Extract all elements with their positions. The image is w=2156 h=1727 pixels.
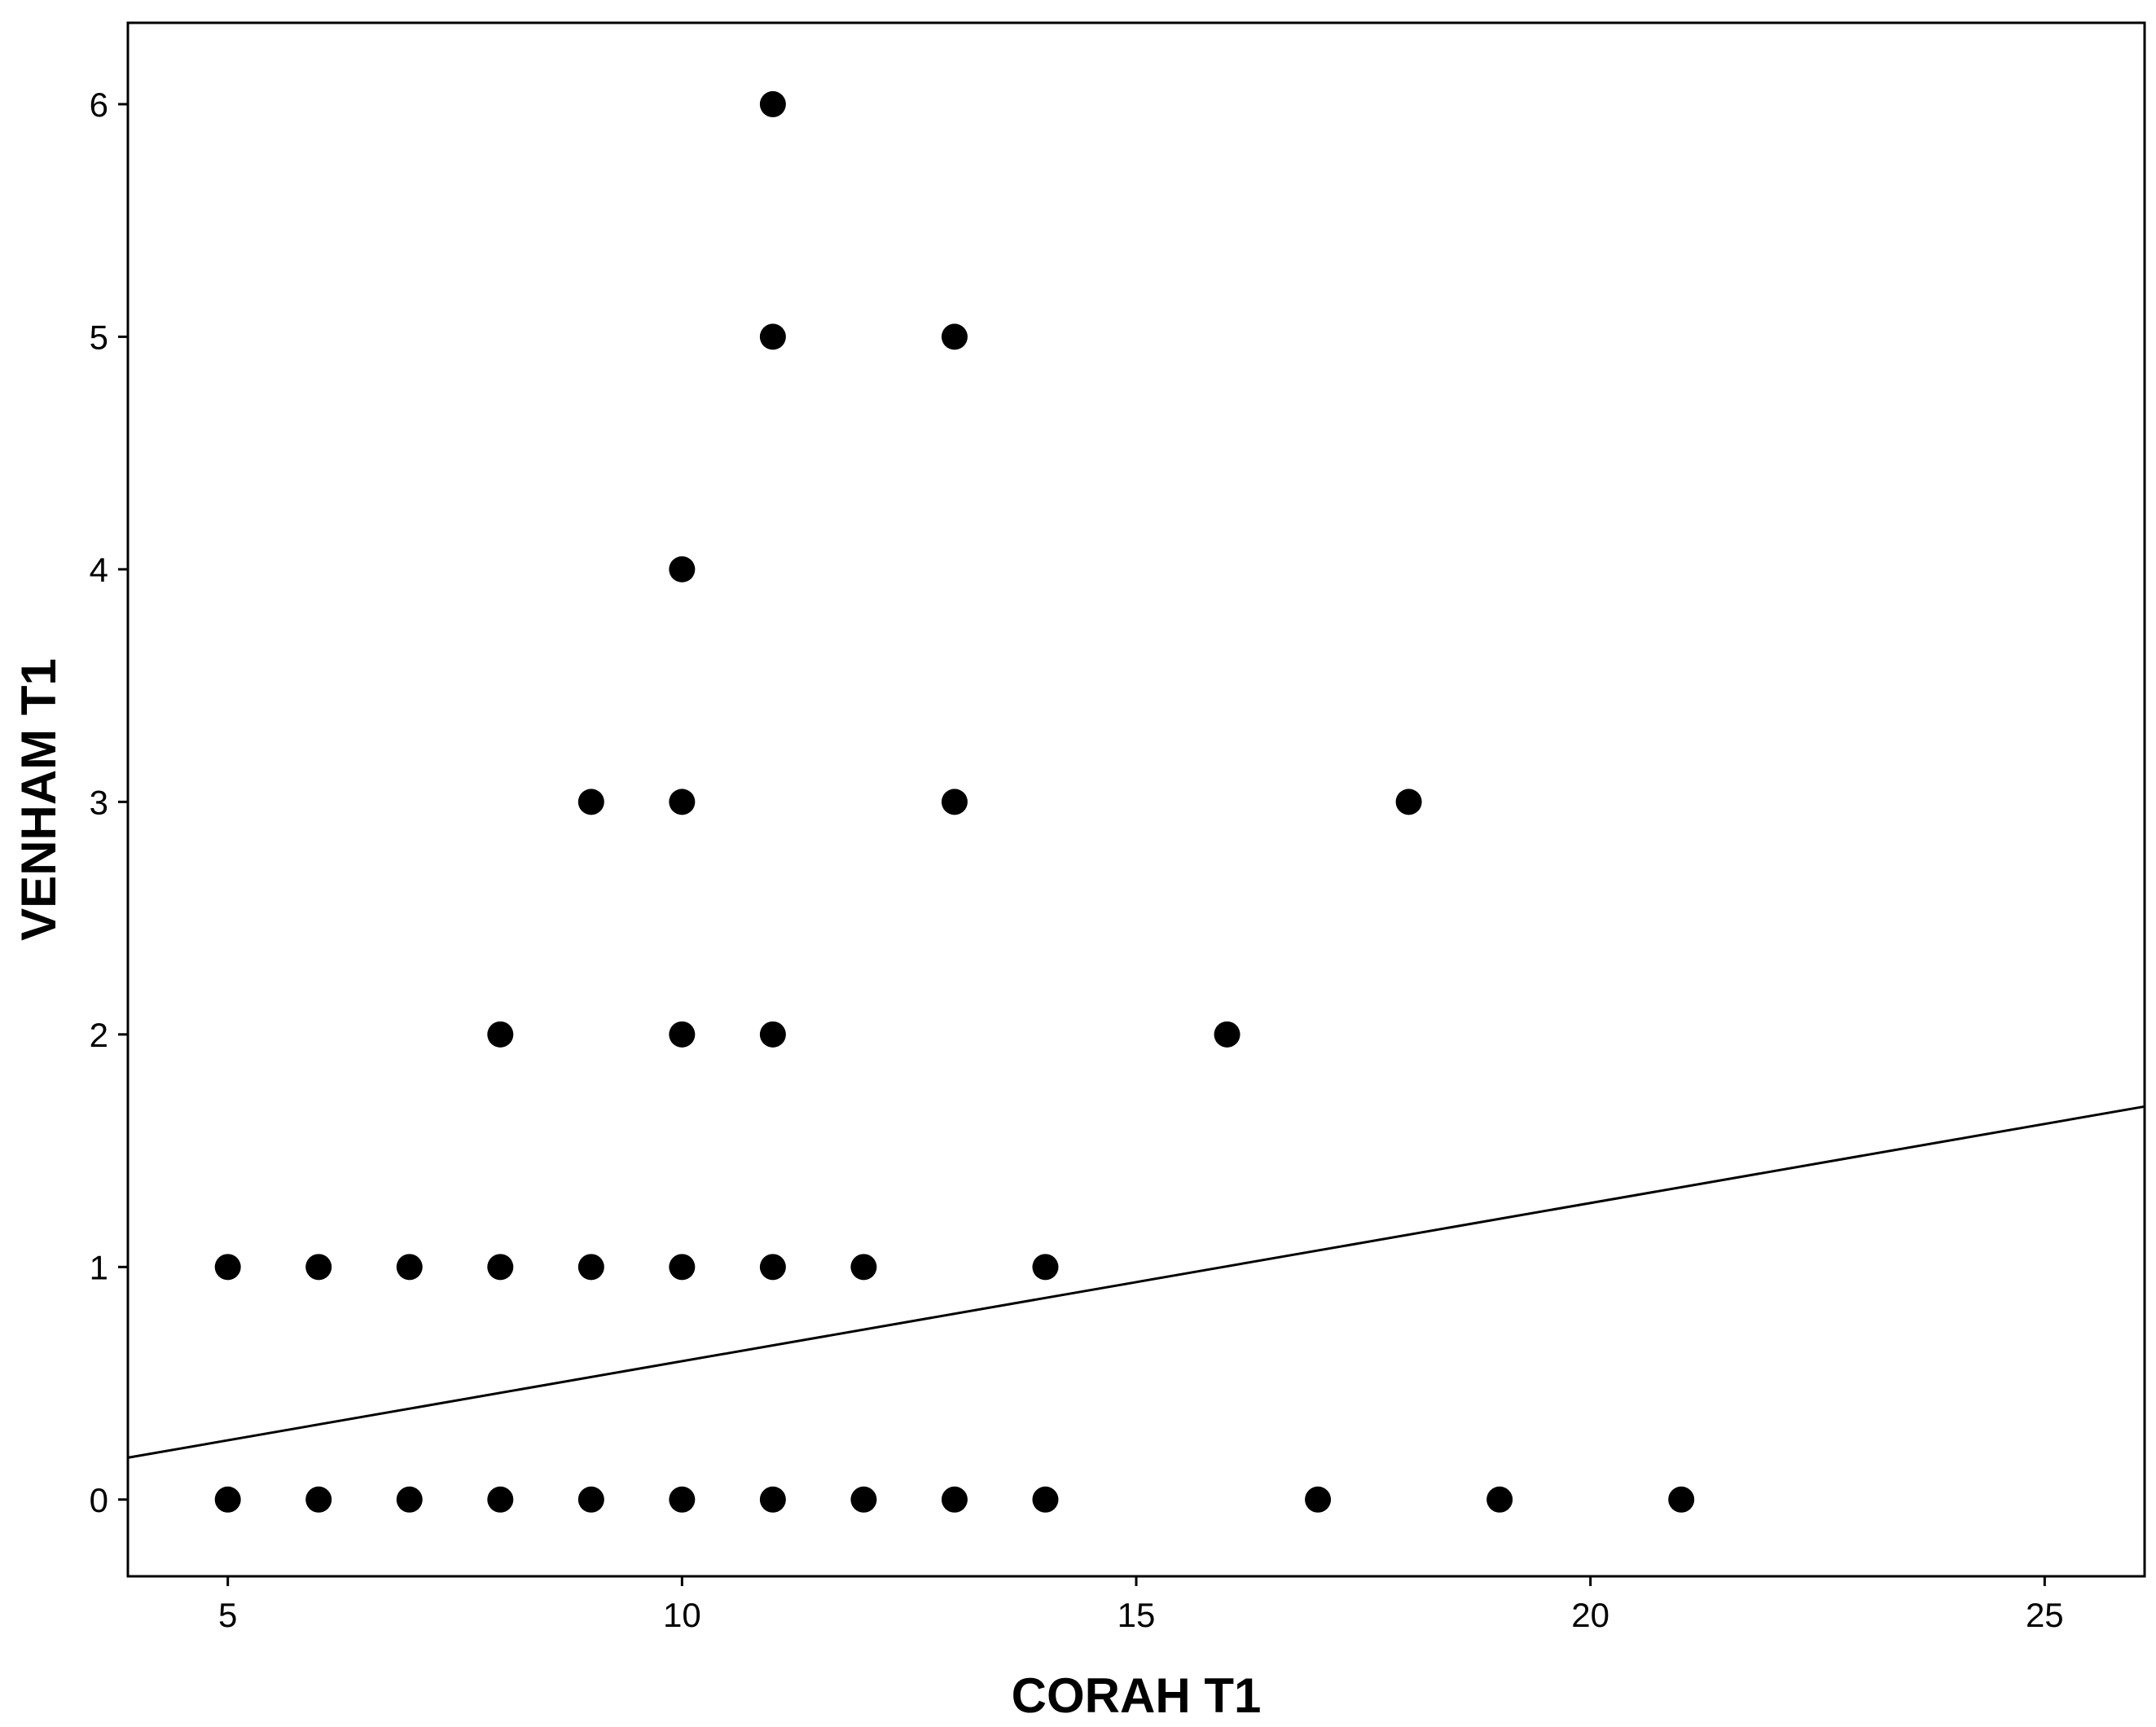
x-axis: 5 10 15 20 25 <box>218 1576 2064 1634</box>
data-point <box>669 556 696 582</box>
data-point <box>759 90 786 117</box>
x-tick-label: 25 <box>2026 1596 2064 1634</box>
data-point <box>941 1486 968 1513</box>
data-point <box>669 1021 696 1048</box>
data-point <box>759 1254 786 1281</box>
x-tick-label: 20 <box>1571 1596 1609 1634</box>
data-point <box>1032 1254 1059 1281</box>
data-point <box>305 1486 332 1513</box>
data-point <box>850 1486 877 1513</box>
data-point <box>487 1254 514 1281</box>
data-point <box>669 1254 696 1281</box>
y-tick-label: 4 <box>90 551 108 589</box>
data-point <box>850 1254 877 1281</box>
data-point <box>396 1254 423 1281</box>
fit-line-group <box>127 1105 2145 1459</box>
data-point <box>1305 1486 1332 1513</box>
x-tick-label: 15 <box>1118 1596 1156 1634</box>
y-axis: 0 1 2 3 4 5 6 <box>90 86 128 1519</box>
data-point <box>669 789 696 815</box>
data-point <box>669 1486 696 1513</box>
y-tick-label: 2 <box>90 1016 108 1054</box>
data-points <box>214 90 1695 1513</box>
y-tick-label: 5 <box>90 318 108 356</box>
data-point <box>487 1021 514 1048</box>
y-tick-label: 6 <box>90 86 108 124</box>
data-point <box>214 1254 241 1281</box>
y-tick-label: 1 <box>90 1248 108 1286</box>
x-tick-label: 10 <box>663 1596 701 1634</box>
data-point <box>577 1254 604 1281</box>
data-point <box>305 1254 332 1281</box>
data-point <box>396 1486 423 1513</box>
y-tick-label: 0 <box>90 1481 108 1519</box>
data-point <box>759 1021 786 1048</box>
y-axis-title: VENHAM T1 <box>11 658 66 941</box>
data-point <box>1214 1021 1240 1048</box>
data-point <box>759 323 786 350</box>
data-point <box>577 1486 604 1513</box>
data-point <box>759 1486 786 1513</box>
data-point <box>1486 1486 1513 1513</box>
y-tick-label: 3 <box>90 783 108 821</box>
plot-frame <box>126 21 2146 1578</box>
x-axis-title: CORAH T1 <box>1012 1668 1262 1723</box>
data-point <box>214 1486 241 1513</box>
data-point <box>1395 789 1422 815</box>
data-point <box>1032 1486 1059 1513</box>
data-point <box>941 789 968 815</box>
data-point <box>941 323 968 350</box>
x-tick-label: 5 <box>218 1596 237 1634</box>
plot-area <box>126 21 2146 1578</box>
data-point <box>487 1486 514 1513</box>
data-point <box>1668 1486 1695 1513</box>
data-point <box>577 789 604 815</box>
regression-line <box>127 1105 2145 1459</box>
